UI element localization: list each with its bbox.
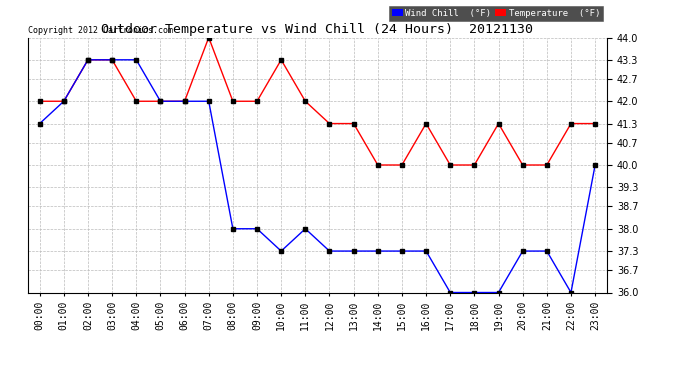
Legend: Wind Chill  (°F), Temperature  (°F): Wind Chill (°F), Temperature (°F) <box>389 6 602 21</box>
Text: Copyright 2012 Cartronics.com: Copyright 2012 Cartronics.com <box>28 26 172 35</box>
Title: Outdoor Temperature vs Wind Chill (24 Hours)  20121130: Outdoor Temperature vs Wind Chill (24 Ho… <box>101 23 533 36</box>
